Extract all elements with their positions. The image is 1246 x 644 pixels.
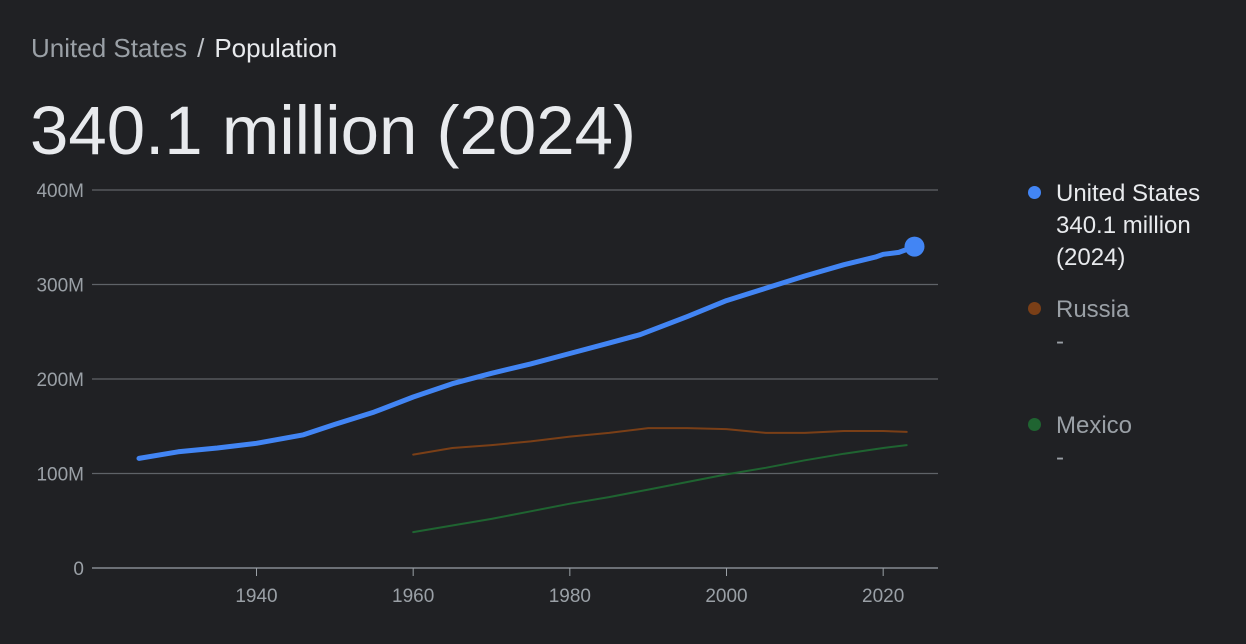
legend-name: United States xyxy=(1056,180,1201,207)
series-line-united-states xyxy=(136,244,917,461)
breadcrumb-separator: / xyxy=(197,33,205,63)
x-tick-label: 1940 xyxy=(235,586,277,607)
x-tick-label: 2000 xyxy=(705,586,747,607)
latest-point-united-states xyxy=(904,236,925,257)
x-tick-label: 2020 xyxy=(862,586,904,607)
grid-lines xyxy=(92,189,938,569)
breadcrumb: United States / Population xyxy=(31,31,337,65)
legend-value: - xyxy=(1056,328,1064,355)
x-tick-label: 1960 xyxy=(392,586,434,607)
x-axis-ticks: 1940 1960 1980 2000 2020 xyxy=(235,568,904,607)
y-tick-label: 100M xyxy=(36,465,84,486)
series-line-russia xyxy=(412,427,908,456)
legend-name: Mexico xyxy=(1056,412,1133,439)
legend-value: 340.1 million (2024) xyxy=(1056,212,1191,271)
y-tick-label: 200M xyxy=(36,370,84,391)
x-tick-label: 1980 xyxy=(549,586,591,607)
breadcrumb-current: Population xyxy=(214,33,338,63)
legend-dot-mexico xyxy=(1028,418,1041,431)
headline-value: 340.1 million (2024) xyxy=(30,92,637,169)
legend-dot-russia xyxy=(1028,302,1041,315)
y-tick-label: 0 xyxy=(73,559,84,580)
y-tick-label: 400M xyxy=(36,181,84,202)
series-line-mexico xyxy=(412,444,908,534)
y-axis-ticks: 0 100M 200M 300M 400M xyxy=(36,181,84,580)
breadcrumb-parent-link[interactable]: United States xyxy=(31,33,188,63)
series-lines xyxy=(136,236,925,534)
legend-name: Russia xyxy=(1056,296,1130,323)
legend-dot-united-states xyxy=(1028,186,1041,199)
legend-value: - xyxy=(1056,444,1064,471)
y-tick-label: 300M xyxy=(36,276,84,297)
